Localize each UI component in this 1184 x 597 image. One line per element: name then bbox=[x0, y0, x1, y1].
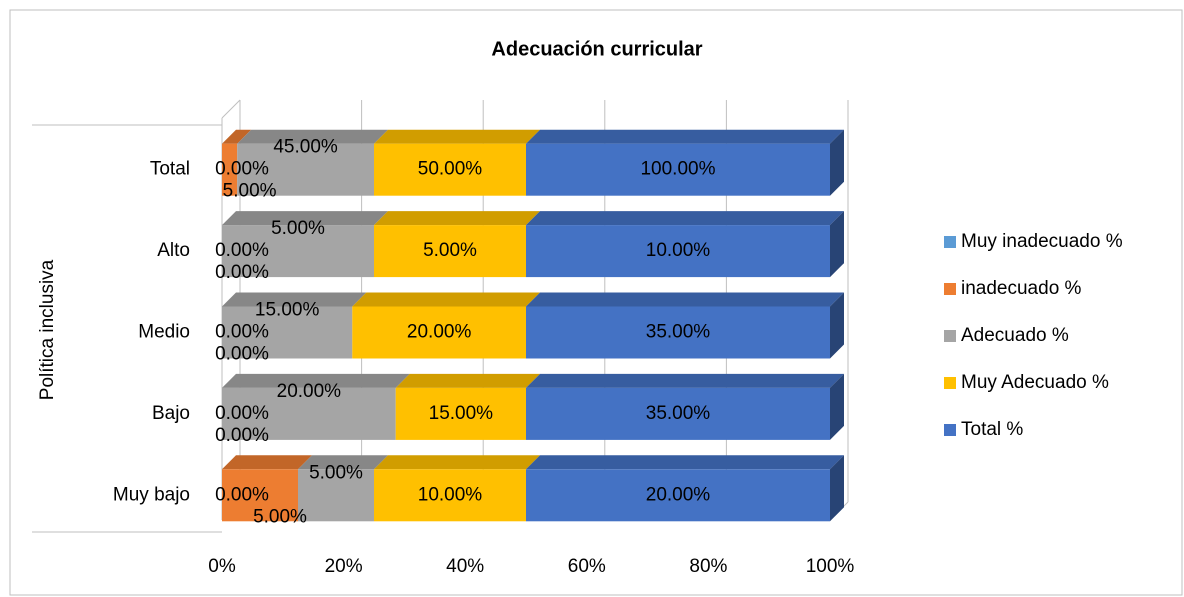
data-label: 5.00% bbox=[223, 181, 277, 202]
bar-top bbox=[526, 129, 844, 144]
data-label: 15.00% bbox=[255, 300, 320, 321]
bar bbox=[526, 225, 830, 278]
bar bbox=[526, 387, 830, 440]
bar-side bbox=[830, 292, 844, 359]
data-label: 0.00% bbox=[215, 240, 269, 261]
data-label: 45.00% bbox=[273, 137, 338, 158]
x-tick-label: 100% bbox=[806, 556, 855, 577]
data-label: 50.00% bbox=[418, 159, 483, 180]
bar-top bbox=[237, 129, 388, 144]
bar-side bbox=[830, 373, 844, 440]
data-label: 20.00% bbox=[277, 381, 342, 402]
data-label: 20.00% bbox=[646, 484, 711, 505]
data-label: 15.00% bbox=[429, 403, 494, 424]
y-tick-label: Bajo bbox=[152, 403, 190, 424]
bar bbox=[298, 469, 374, 522]
legend-swatch bbox=[944, 236, 956, 248]
legend-swatch bbox=[944, 424, 956, 436]
legend-label: Muy Adecuado % bbox=[961, 372, 1109, 393]
x-tick-label: 40% bbox=[446, 556, 484, 577]
data-label: 35.00% bbox=[646, 322, 711, 343]
bar bbox=[222, 306, 353, 359]
bar-top bbox=[374, 129, 540, 144]
data-label: 5.00% bbox=[309, 462, 363, 483]
bar bbox=[222, 143, 238, 196]
wall-edge bbox=[221, 99, 241, 119]
y-tick-label: Alto bbox=[157, 240, 190, 261]
bar-top bbox=[222, 292, 367, 307]
data-label: 35.00% bbox=[646, 403, 711, 424]
bar bbox=[237, 143, 374, 196]
data-label: 20.00% bbox=[407, 322, 472, 343]
x-tick-label: 80% bbox=[689, 556, 727, 577]
data-label: 0.00% bbox=[215, 322, 269, 343]
data-label: 0.00% bbox=[215, 425, 269, 446]
bar bbox=[222, 225, 374, 278]
data-label: 10.00% bbox=[646, 240, 711, 261]
bar-side bbox=[830, 455, 844, 522]
data-label: 0.00% bbox=[215, 403, 269, 424]
bar bbox=[222, 387, 396, 440]
legend-label: Adecuado % bbox=[961, 325, 1069, 346]
bar-top bbox=[222, 211, 388, 226]
bar-top bbox=[526, 373, 844, 388]
bar bbox=[374, 469, 526, 522]
data-label: 100.00% bbox=[640, 159, 715, 180]
bar-top bbox=[526, 292, 844, 307]
chart-title: Adecuación curricular bbox=[491, 38, 702, 60]
legend-label: inadecuado % bbox=[961, 278, 1082, 299]
bar-top bbox=[374, 211, 540, 226]
bar-side bbox=[830, 129, 844, 196]
y-axis-title: Política inclusiva bbox=[37, 259, 58, 400]
data-label: 0.00% bbox=[215, 484, 269, 505]
bar-top bbox=[526, 455, 844, 470]
bar bbox=[526, 306, 830, 359]
data-label: 0.00% bbox=[215, 159, 269, 180]
legend-swatch bbox=[944, 330, 956, 342]
bar-top bbox=[352, 292, 540, 307]
bar bbox=[352, 306, 526, 359]
data-label: 5.00% bbox=[253, 506, 307, 527]
y-tick-label: Total bbox=[150, 159, 190, 180]
bar bbox=[526, 469, 830, 522]
bar-top bbox=[395, 373, 540, 388]
bar bbox=[526, 143, 830, 196]
bar-top bbox=[374, 455, 540, 470]
legend-label: Muy inadecuado % bbox=[961, 231, 1123, 252]
bar-top bbox=[298, 455, 388, 470]
y-tick-label: Muy bajo bbox=[113, 484, 190, 505]
data-label: 10.00% bbox=[418, 484, 483, 505]
data-label: 5.00% bbox=[271, 218, 325, 239]
legend-swatch bbox=[944, 283, 956, 295]
bar-top bbox=[222, 373, 410, 388]
data-label: 5.00% bbox=[423, 240, 477, 261]
legend-swatch bbox=[944, 377, 956, 389]
bar-top bbox=[526, 211, 844, 226]
bar bbox=[374, 225, 526, 278]
bar bbox=[374, 143, 526, 196]
y-tick-label: Medio bbox=[138, 322, 190, 343]
bar bbox=[395, 387, 526, 440]
x-tick-label: 0% bbox=[208, 556, 236, 577]
x-tick-label: 60% bbox=[568, 556, 606, 577]
bar bbox=[222, 469, 298, 522]
bar-top bbox=[222, 455, 312, 470]
x-tick-label: 20% bbox=[325, 556, 363, 577]
data-label: 0.00% bbox=[215, 262, 269, 283]
data-label: 0.00% bbox=[215, 344, 269, 365]
bar-side bbox=[830, 211, 844, 278]
legend-label: Total % bbox=[961, 419, 1023, 440]
bar-top bbox=[222, 129, 252, 144]
